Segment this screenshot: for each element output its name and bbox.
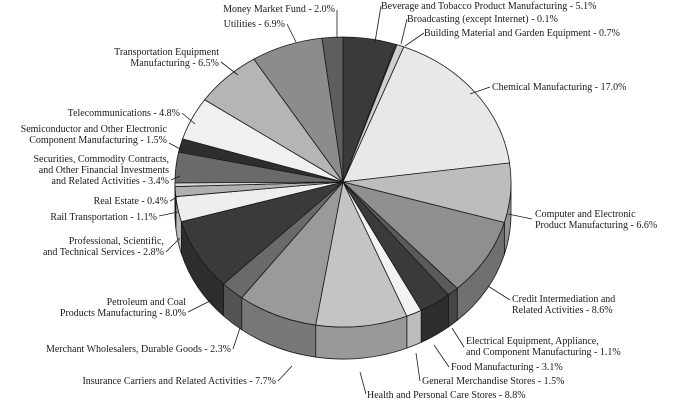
leader-rail-transportation [158, 211, 179, 217]
slice-label-insurance-carriers-and-related-activities: Insurance Carriers and Related Activitie… [82, 376, 276, 387]
slice-label-beverage-and-tobacco-product-manufacturing: Beverage and Tobacco Product Manufacturi… [381, 1, 596, 12]
slice-label-petroleum-and-coal-products-manufacturing: Petroleum and Coal Products Manufacturing… [60, 297, 186, 319]
slice-label-health-and-personal-care-stores: Health and Personal Care Stores - 8.8% [367, 390, 526, 401]
slice-label-chemical-manufacturing: Chemical Manufacturing - 17.0% [492, 82, 626, 93]
slice-label-real-estate: Real Estate - 0.4% [94, 196, 168, 207]
pie-slice-credit-intermediation-and-related-activities [342, 181, 505, 289]
pie-side-general-merchandise-stores [406, 309, 422, 349]
leader-food-manufacturing [433, 344, 450, 368]
leader-telecommunications [181, 112, 196, 125]
leader-insurance-carriers-and-related-activities [277, 365, 293, 382]
slice-label-telecommunications: Telecommunications - 4.8% [68, 108, 180, 119]
slice-label-building-material-and-garden-equipment: Building Material and Garden Equipment -… [424, 28, 620, 39]
slice-label-professional-scientific-and-technical-services: Professional, Scientific, and Technical S… [43, 236, 164, 258]
leader-professional-scientific-and-technical-services [165, 237, 181, 253]
leader-merchant-wholesalers-durable-goods [232, 327, 241, 350]
pie-slice-health-and-personal-care-stores [315, 181, 408, 328]
leader-building-material-and-garden-equipment [404, 32, 425, 47]
pie-slice-money-market-fund [321, 36, 344, 183]
slice-label-transportation-equipment-manufacturing: Transportation Equipment Manufacturing - … [114, 47, 219, 69]
leader-beverage-and-tobacco-product-manufacturing [374, 5, 382, 43]
slice-label-money-market-fund: Money Market Fund - 2.0% [223, 4, 335, 15]
leader-general-merchandise-stores [415, 352, 421, 382]
leader-semiconductor-and-other-electronic-component-manufacturing [168, 142, 183, 151]
leader-credit-intermediation-and-related-activities [487, 285, 511, 301]
slice-label-food-manufacturing: Food Manufacturing - 3.1% [451, 362, 563, 373]
leader-electrical-equipment-appliance-and-component-manufacturing [451, 327, 465, 348]
label-group: Beverage and Tobacco Product Manufacturi… [21, 1, 658, 401]
slice-label-utilities: Utilities - 6.9% [224, 19, 285, 30]
leader-securities-commodity-contracts-and-other-financial-investments-and-related-activities [170, 175, 181, 181]
leader-utilities [286, 23, 297, 43]
slice-label-computer-and-electronic-product-manufacturing: Computer and Electronic Product Manufactu… [535, 209, 657, 231]
leader-computer-and-electronic-product-manufacturing [507, 213, 533, 220]
slice-label-rail-transportation: Rail Transportation - 1.1% [50, 212, 157, 223]
leader-chemical-manufacturing [469, 86, 491, 95]
leader-health-and-personal-care-stores [359, 371, 367, 395]
leader-real-estate [169, 196, 178, 202]
slice-label-securities-commodity-contracts-and-other-financial-investments-and-related-activities: Securities, Commodity Contracts, and Othe… [33, 154, 169, 187]
leader-petroleum-and-coal-products-manufacturing [187, 299, 213, 313]
slice-label-broadcasting-except-internet: Broadcasting (except Internet) - 0.1% [407, 14, 558, 25]
slice-label-general-merchandise-stores: General Merchandise Stores - 1.5% [422, 376, 564, 387]
pie-top-group [174, 36, 512, 328]
slice-label-semiconductor-and-other-electronic-component-manufacturing: Semiconductor and Other Electronic Compon… [21, 124, 168, 146]
slice-label-credit-intermediation-and-related-activities: Credit Intermediation and Related Activit… [512, 294, 615, 316]
leader-broadcasting-except-internet [400, 18, 408, 45]
leader-transportation-equipment-manufacturing [220, 61, 239, 76]
slice-label-merchant-wholesalers-durable-goods: Merchant Wholesalers, Durable Goods - 2.… [46, 344, 231, 355]
label-leader-group [158, 5, 533, 395]
slice-label-electrical-equipment-appliance-and-component-manufacturing: Electrical Equipment, Appliance, and Comp… [466, 336, 621, 358]
